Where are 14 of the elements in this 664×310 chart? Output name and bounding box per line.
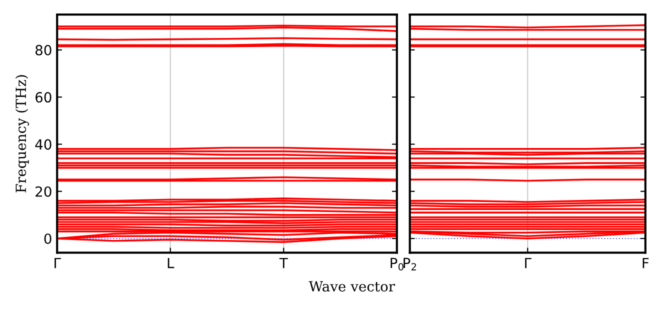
y-tick-label: 80 <box>36 44 52 56</box>
x-tick-label: Γ <box>525 258 532 268</box>
y-tick-label: 0 <box>44 233 52 244</box>
x-tick-label: Γ <box>54 258 61 268</box>
x-tick-label: T <box>279 258 288 268</box>
x-tick-label: P$_{0}$ <box>390 258 404 270</box>
y-tick-label: 60 <box>36 92 52 103</box>
x-tick-label: P$_{2}$ <box>404 258 416 270</box>
y-tick-label: 40 <box>35 139 52 150</box>
y-tick-label: 20 <box>36 186 52 197</box>
y-axis-title: Frequency (THz) <box>15 75 30 192</box>
x-axis-title: Wave vector <box>308 281 396 292</box>
x-tick-label: F <box>642 258 649 268</box>
x-tick-label: L <box>168 258 174 268</box>
